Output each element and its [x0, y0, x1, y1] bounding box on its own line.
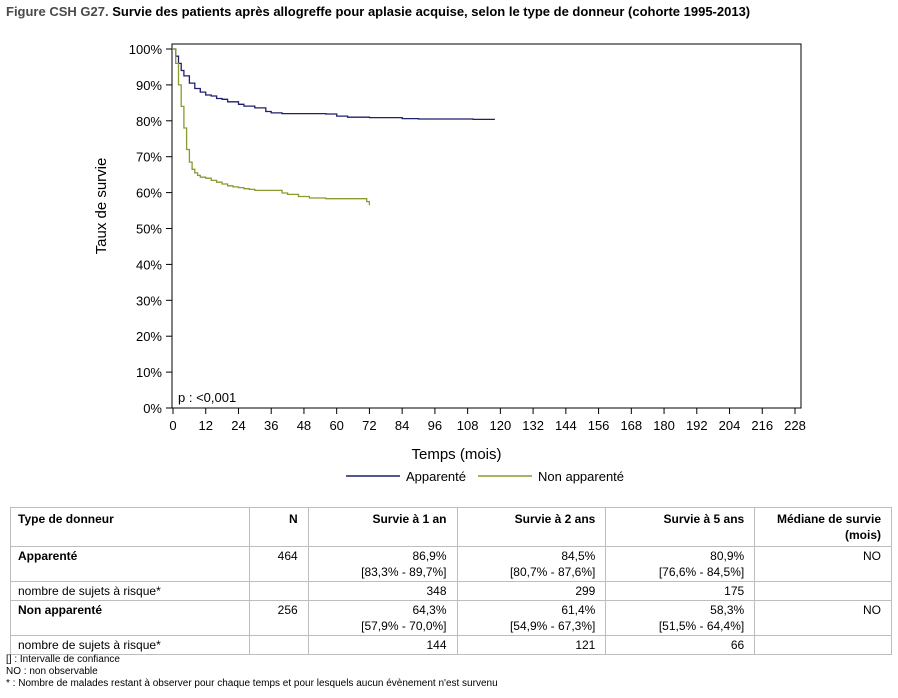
x-tick-label: 24 — [231, 418, 245, 433]
survival-value: 86,9% — [412, 549, 447, 563]
table-row: nombre de sujets à risque* 144 121 66 — [9, 635, 892, 655]
confidence-interval: [51,5% - 64,4%] — [658, 619, 745, 633]
y-tick-label: 90% — [136, 78, 162, 93]
x-tick-label: 72 — [362, 418, 376, 433]
footnote: [] : Intervalle de confiance — [6, 654, 120, 665]
at-risk-5y: 175 — [605, 581, 756, 601]
x-tick-label: 180 — [653, 418, 675, 433]
col-header-n: N — [249, 507, 309, 547]
x-tick-label: 156 — [588, 418, 610, 433]
survival-value: 58,3% — [710, 603, 745, 617]
confidence-interval: [57,9% - 70,0%] — [361, 619, 447, 633]
y-tick-label: 50% — [136, 222, 162, 237]
x-tick-label: 0 — [169, 418, 176, 433]
confidence-interval: [76,6% - 84,5%] — [658, 565, 745, 579]
figure-caption: Survie des patients après allogreffe pou… — [112, 4, 751, 19]
x-tick-label: 168 — [620, 418, 642, 433]
median-survival: NO — [754, 600, 892, 636]
survival-value: 64,3% — [412, 603, 447, 617]
x-tick-label: 12 — [199, 418, 213, 433]
x-tick-label: 60 — [329, 418, 343, 433]
x-tick-label: 48 — [297, 418, 311, 433]
x-tick-label: 96 — [428, 418, 442, 433]
survival-1y-cell: 64,3% [57,9% - 70,0%] — [307, 600, 458, 636]
at-risk-label: nombre de sujets à risque* — [9, 635, 251, 655]
empty-cell — [754, 581, 892, 601]
chart-axes: 0% 10% 20% 30% 40% 50% 60% 70% 80% 90% 100% 0 12 24 36… — [93, 42, 806, 463]
y-axis-label: Taux de survie — [93, 158, 110, 255]
col-header-median: Médiane de survie (mois) — [754, 507, 892, 547]
x-tick-label: 120 — [490, 418, 512, 433]
table-header-row: Type de donneur N Survie à 1 an Survie à… — [9, 507, 892, 547]
empty-cell — [249, 581, 309, 601]
x-tick-label: 216 — [751, 418, 773, 433]
x-tick-label: 192 — [686, 418, 708, 433]
survival-2y-cell: 61,4% [54,9% - 67,3%] — [456, 600, 607, 636]
col-header-survival-2y: Survie à 2 ans — [456, 507, 607, 547]
table-row: nombre de sujets à risque* 348 299 175 — [9, 581, 892, 601]
confidence-interval: [54,9% - 67,3%] — [509, 619, 596, 633]
at-risk-label: nombre de sujets à risque* — [9, 581, 251, 601]
at-risk-5y: 66 — [605, 635, 756, 655]
x-tick-label: 204 — [719, 418, 741, 433]
y-tick-label: 30% — [136, 293, 162, 308]
confidence-interval: [80,7% - 87,6%] — [509, 565, 596, 579]
x-tick-label: 36 — [264, 418, 278, 433]
group-name: Non apparenté — [9, 600, 251, 636]
series-line — [173, 48, 495, 121]
chart-series — [173, 48, 495, 206]
x-tick-label: 144 — [555, 418, 577, 433]
survival-chart: 0% 10% 20% 30% 40% 50% 60% 70% 80% 90% 100% 0 12 24 36… — [93, 42, 806, 484]
plot-frame — [171, 43, 802, 409]
x-tick-label: 108 — [457, 418, 479, 433]
survival-value: 84,5% — [561, 549, 596, 563]
at-risk-2y: 121 — [456, 635, 607, 655]
col-header-survival-1y: Survie à 1 an — [307, 507, 458, 547]
chart-legend: Apparenté Non apparenté — [346, 469, 624, 484]
at-risk-1y: 144 — [307, 635, 458, 655]
y-tick-label: 70% — [136, 150, 162, 165]
x-tick-label: 132 — [522, 418, 544, 433]
p-value-annotation: p : <0,001 — [178, 390, 236, 405]
y-tick-label: 0% — [143, 401, 162, 416]
col-header-donor-type: Type de donneur — [9, 507, 251, 547]
group-n: 256 — [249, 600, 309, 636]
survival-2y-cell: 84,5% [80,7% - 87,6%] — [456, 546, 607, 582]
table-row: Apparenté 464 86,9% [83,3% - 89,7%] 84,5%… — [9, 546, 892, 582]
footnote: * : Nombre de malades restant à observer… — [6, 678, 498, 689]
y-tick-label: 40% — [136, 257, 162, 272]
legend-label: Non apparenté — [538, 469, 624, 484]
survival-table: Type de donneur N Survie à 1 an Survie à… — [9, 507, 892, 655]
survival-value: 61,4% — [561, 603, 596, 617]
y-tick-label: 60% — [136, 186, 162, 201]
x-tick-label: 84 — [395, 418, 409, 433]
empty-cell — [754, 635, 892, 655]
figure-title: Figure CSH G27. Survie des patients aprè… — [6, 4, 750, 19]
median-survival: NO — [754, 546, 892, 582]
footnotes: [] : Intervalle de confiance NO : non ob… — [6, 654, 498, 690]
figure-number: Figure CSH G27. — [6, 4, 109, 19]
survival-value: 80,9% — [710, 549, 745, 563]
y-tick-label: 10% — [136, 365, 162, 380]
survival-5y-cell: 80,9% [76,6% - 84,5%] — [605, 546, 756, 582]
empty-cell — [249, 635, 309, 655]
at-risk-2y: 299 — [456, 581, 607, 601]
y-tick-label: 20% — [136, 329, 162, 344]
y-tick-label: 80% — [136, 114, 162, 129]
at-risk-1y: 348 — [307, 581, 458, 601]
survival-1y-cell: 86,9% [83,3% - 89,7%] — [307, 546, 458, 582]
footnote: NO : non observable — [6, 666, 98, 677]
series-line — [173, 48, 371, 206]
col-header-survival-5y: Survie à 5 ans — [605, 507, 756, 547]
group-name: Apparenté — [9, 546, 251, 582]
confidence-interval: [83,3% - 89,7%] — [361, 565, 447, 579]
survival-5y-cell: 58,3% [51,5% - 64,4%] — [605, 600, 756, 636]
y-tick-label: 100% — [129, 42, 163, 57]
x-axis-label: Temps (mois) — [411, 446, 501, 463]
legend-label: Apparenté — [406, 469, 466, 484]
x-tick-label: 228 — [784, 418, 806, 433]
group-n: 464 — [249, 546, 309, 582]
table-row: Non apparenté 256 64,3% [57,9% - 70,0%] 6… — [9, 600, 892, 636]
